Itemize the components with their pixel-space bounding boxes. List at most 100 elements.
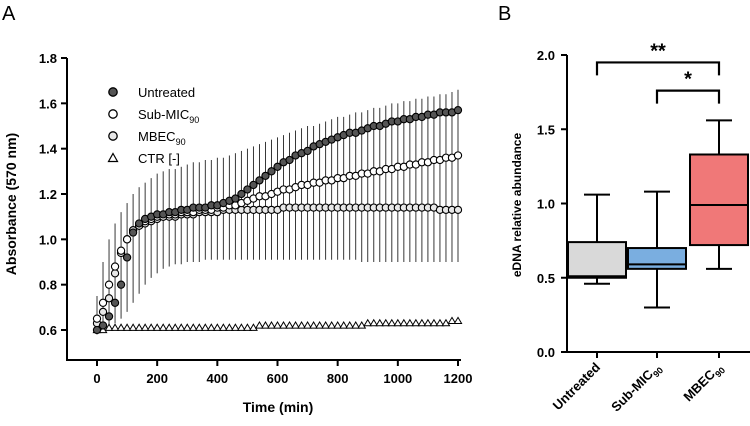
data-point [453,151,463,160]
data-point [170,323,180,331]
data-point [345,320,355,329]
x-tick-label-a: 400 [206,371,228,386]
box [689,153,749,247]
data-point [321,320,331,329]
data-point [267,320,276,329]
data-point [230,323,240,331]
data-point [134,323,144,331]
x-tick-labels-b: Untreated Sub-MIC90 MBEC90 [550,352,727,417]
data-point [249,180,258,190]
boxplot-untreated [567,193,627,285]
data-point [110,323,120,331]
data-point [104,312,114,321]
legend-marker [108,109,118,119]
y-tick-label-a: 1.8 [39,51,57,66]
legend-marker [108,87,118,97]
data-point [218,323,228,331]
legend-label: Untreated [138,85,195,100]
data-point [248,323,258,331]
boxplot-mbec [689,119,749,270]
data-point [399,318,409,327]
y-tick-label-a: 1.6 [39,96,57,111]
data-point [447,316,457,325]
data-point [98,298,108,307]
y-tick-label-a: 1.2 [39,187,57,202]
series-untreated [92,105,463,335]
x-tick-label-b: Sub-MIC90 [608,360,665,417]
data-point [285,155,294,165]
data-point [417,318,427,327]
significance-bracket [595,61,721,76]
data-point [231,194,240,203]
x-ticks-a: 0 200 400 600 800 1000 1200 [93,360,472,386]
data-point [104,323,114,331]
data-point [134,219,144,228]
y-tick-label-a: 0.8 [39,278,57,293]
data-point [309,320,319,329]
data-point [405,318,415,327]
y-tick-label-a: 0.6 [39,323,57,338]
data-point [237,189,246,199]
data-point [236,323,246,331]
data-point [363,318,373,327]
data-point [158,323,168,331]
data-point [261,171,270,181]
data-point [92,325,102,335]
series-ctr- [92,316,463,334]
data-point [273,320,282,329]
data-point [273,162,282,171]
data-point [381,318,391,327]
data-point [243,185,252,194]
x-tick-label-a: 1000 [383,371,412,386]
chart-a: 0.6 0.8 1.0 1.2 1.4 1.6 1.8 0 200 400 600 800 1000 1… [3,51,472,415]
data-point [339,320,349,329]
data-point [267,167,276,176]
legend-marker [108,131,118,141]
data-point [98,321,108,330]
data-point [285,320,295,329]
data-point [116,246,126,255]
data-point [393,318,403,327]
data-point [297,320,307,329]
data-point [387,318,397,327]
data-point [104,280,114,289]
data-point [315,320,325,329]
chart-b: 0.0 0.5 1.0 1.5 2.0 Untreated Sub-MIC90 MBEC90… [510,40,750,417]
data-point [303,320,313,329]
y-tick-label-b: 1.0 [537,197,555,212]
boxplots [567,119,749,309]
data-point [333,320,343,329]
data-point [194,323,204,331]
data-point [206,323,216,331]
x-tick-label-b: Untreated [550,359,604,413]
y-tick-label-b: 0.5 [537,271,555,286]
data-point [369,318,379,327]
data-point [176,323,186,331]
box [567,241,627,279]
series-sub-mic [92,151,463,323]
data-point [327,320,337,329]
data-point [122,235,132,244]
data-point [224,323,234,331]
legend-marker [107,152,119,163]
data-point [104,294,114,303]
legend: Untreated Sub-MIC90 MBEC90 CTR [-] [107,85,199,166]
data-point [260,320,270,329]
data-point [146,323,156,331]
legend-label: CTR [-] [138,151,180,166]
data-point [122,253,132,262]
data-point [254,320,264,329]
y-tick-label-b: 0.0 [537,345,555,360]
panel-label-b: B [498,3,511,25]
x-tick-label-a: 0 [93,371,100,386]
data-point [375,318,385,327]
x-tick-label-a: 800 [327,371,349,386]
data-point [152,323,162,331]
x-tick-label-a: 1200 [444,371,473,386]
data-point [128,323,138,331]
data-point [453,205,463,215]
data-point [122,323,132,331]
y-tick-label-b: 1.5 [537,122,555,137]
data-point [435,318,445,327]
